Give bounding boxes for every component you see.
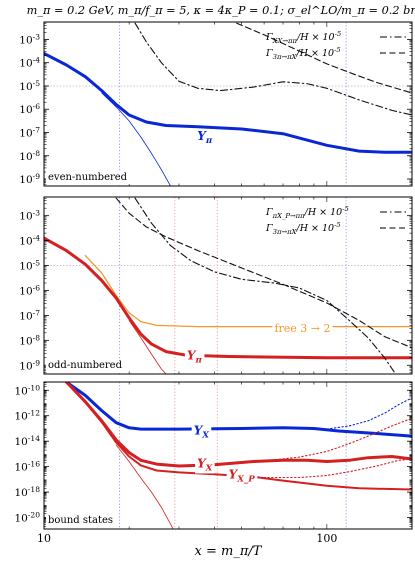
series-line-top-3 [236, 22, 412, 94]
panel-corner-label: bound states [48, 515, 113, 526]
tick-label: 10-12 [14, 409, 40, 423]
series-line-top-2 [134, 22, 412, 116]
series-line-bot-3 [263, 417, 412, 462]
panels: Yπ 10-3 10-4 10-5 10-6 10-7 10-8 10-9 even-numbe… [14, 21, 413, 530]
tick-label: 10-9 [19, 172, 40, 186]
legend-label: Γ3π→πX/H × 10-5 [265, 46, 341, 61]
corner-label-background [46, 171, 130, 184]
figure-header: m_π = 0.2 GeV, m_π/f_π = 5, κ = 4κ_P = 0… [27, 4, 415, 17]
x-axis: x = m_π/T 10 100 [37, 532, 337, 559]
panel-frame [43, 196, 413, 375]
series-label-background [226, 467, 258, 485]
series-label-background [272, 321, 333, 335]
panel-frame [43, 21, 413, 187]
series-line-mid-1 [44, 236, 412, 360]
tick-label: 10-8 [19, 333, 40, 347]
series-label: YX [194, 423, 210, 440]
tick-label: 10-6 [19, 283, 40, 297]
tick-label: 10-5 [19, 79, 40, 93]
tick-label: 10-3 [19, 209, 40, 223]
tick-label: 10-14 [14, 434, 40, 448]
series-label: YX [197, 456, 213, 473]
x-tick-label: 10 [37, 532, 51, 545]
series-label: Yπ [187, 348, 203, 365]
series-label-background [191, 423, 212, 441]
panel-mid: free 3 → 2 Yπ 10-3 10-4 10-5 10-6 10-7 10-8 10-9… [19, 196, 413, 375]
plot-area [64, 382, 412, 529]
panel-corner-label: odd-numbered [48, 360, 123, 371]
series-line-mid-3 [134, 197, 397, 374]
series-label: Yπ [197, 129, 213, 146]
series-label-background [195, 456, 215, 474]
tick-label: 10-7 [19, 308, 40, 322]
tick-label: 10-9 [19, 358, 40, 372]
tick-label: 10-4 [19, 56, 40, 70]
series-line-top-0 [44, 51, 412, 154]
series-line-bot-5 [263, 458, 412, 479]
corner-label-background [46, 514, 116, 527]
legend-label: Γ3π→πX/H × 10-5 [265, 221, 341, 236]
legend-label: ΓπX_P→ππ/H × 10-5 [265, 205, 349, 220]
tick-label: 10-20 [14, 511, 40, 525]
panel-corner-label: even-numbered [48, 172, 128, 183]
series-label-background [184, 348, 205, 366]
series-line-mid-0 [84, 254, 412, 328]
panel-bot: YX YX YX_P 10-10 10-12 10-14 10-16 10-18 10-20 bo… [14, 381, 413, 530]
series-label: free 3 → 2 [274, 322, 330, 335]
plot-area [44, 197, 412, 374]
panel-frame [43, 381, 413, 530]
series-line-mid-2 [128, 320, 167, 374]
plot-area [44, 22, 412, 186]
tick-label: 10-10 [14, 383, 40, 397]
panel-top: Yπ 10-3 10-4 10-5 10-6 10-7 10-8 10-9 even-numbe… [19, 21, 413, 187]
tick-label: 10-7 [19, 125, 40, 139]
series-line-top-1 [101, 92, 171, 186]
tick-label: 10-3 [19, 32, 40, 46]
tick-label: 10-16 [14, 460, 40, 474]
tick-label: 10-8 [19, 149, 40, 163]
tick-label: 10-4 [19, 234, 40, 248]
series-label-background [195, 128, 215, 146]
tick-label: 10-5 [19, 259, 40, 273]
series-line-bot-6 [115, 444, 174, 529]
x-axis-label: x = m_π/T [195, 544, 263, 559]
series-line-bot-0 [64, 382, 412, 438]
tick-label: 10-18 [14, 485, 40, 499]
tick-label: 10-6 [19, 102, 40, 116]
legend-label: ΓXX→ππ/H × 10-5 [265, 30, 341, 45]
x-tick-label: 100 [316, 532, 337, 545]
series-label: YX_P [229, 467, 256, 484]
series-line-bot-1 [326, 397, 412, 430]
series-line-bot-4 [65, 382, 412, 491]
corner-label-background [46, 359, 125, 372]
series-line-mid-4 [115, 197, 412, 349]
